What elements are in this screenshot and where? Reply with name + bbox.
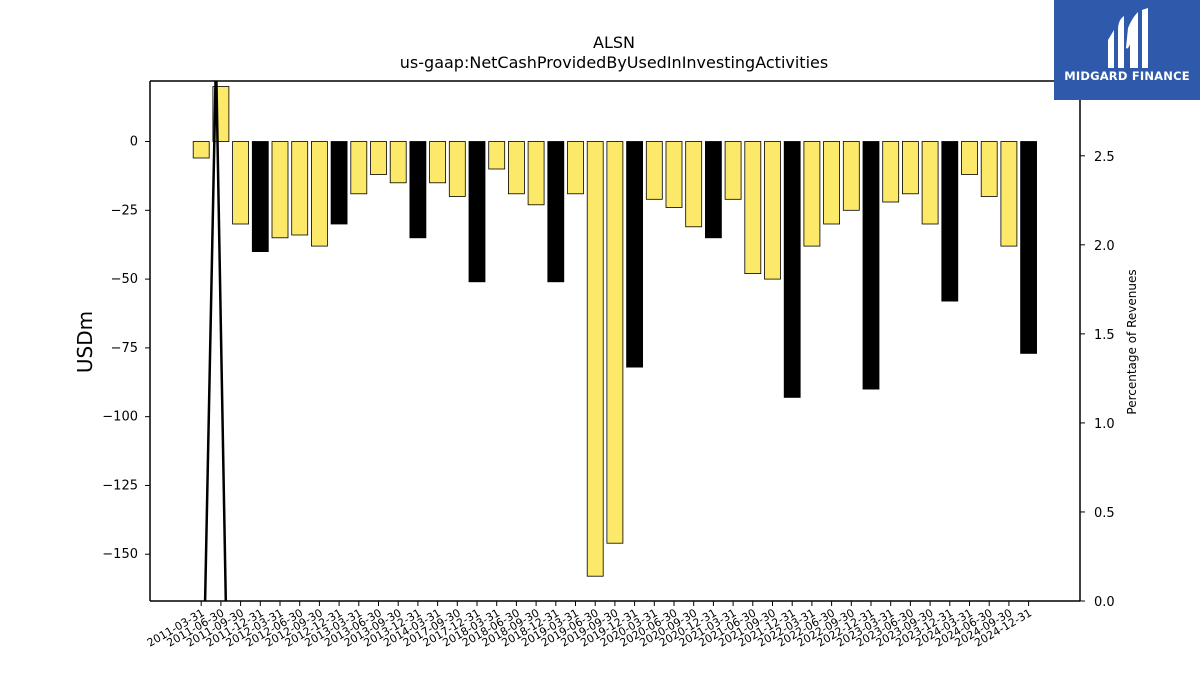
y-tick-label: −75 bbox=[111, 341, 138, 356]
midgard-logo-icon bbox=[1108, 8, 1148, 68]
y-tick-label: −150 bbox=[102, 547, 138, 562]
bar-2011-03-31 bbox=[192, 141, 210, 159]
bar-2013-03-31 bbox=[350, 141, 368, 195]
bar-2020-06-30 bbox=[665, 141, 683, 208]
bar-2023-06-30 bbox=[902, 141, 919, 195]
bar-2020-12-31 bbox=[705, 141, 722, 239]
bar-2013-06-30 bbox=[370, 141, 387, 175]
bar-2018-12-31 bbox=[547, 141, 565, 283]
bar-2011-09-30 bbox=[232, 141, 250, 225]
bar-2012-09-30 bbox=[310, 141, 328, 247]
axes: 0 −25 −50 −75 −100 −125 −150 0.0 0.5 1.0 1.5 2.0 2.5… bbox=[102, 80, 1115, 650]
bar-2023-03-31 bbox=[882, 141, 900, 203]
bar-2018-06-30 bbox=[507, 141, 525, 195]
bar-2023-09-30 bbox=[921, 141, 939, 225]
y2-tick-label: 2.5 bbox=[1094, 150, 1115, 165]
percentage-line bbox=[203, 81, 228, 601]
bar-2020-09-30 bbox=[685, 141, 703, 228]
bar-2018-03-31 bbox=[488, 141, 506, 170]
y2-axis-label: Percentage of Revenues bbox=[1125, 269, 1139, 414]
bar-2021-09-30 bbox=[764, 141, 781, 280]
y2-tick-label: 0.5 bbox=[1094, 506, 1115, 521]
midgard-finance-logo: MIDGARD FINANCE bbox=[1054, 0, 1200, 100]
bar-2012-12-31 bbox=[330, 141, 348, 225]
logo-text: MIDGARD FINANCE bbox=[1064, 69, 1190, 83]
bar-2024-06-30 bbox=[980, 141, 998, 197]
y-tick-label: −125 bbox=[102, 478, 138, 493]
bar-2011-12-31 bbox=[251, 141, 269, 252]
y2-tick-label: 0.0 bbox=[1094, 595, 1115, 610]
bars bbox=[192, 86, 1037, 577]
bar-2013-09-30 bbox=[389, 141, 407, 184]
y-tick-label: 0 bbox=[130, 135, 138, 150]
bar-2021-03-31 bbox=[724, 141, 742, 200]
bar-2022-12-31 bbox=[862, 141, 880, 390]
bar-2021-12-31 bbox=[783, 141, 801, 398]
bar-2017-09-30 bbox=[448, 141, 466, 197]
y-axis-label: USDm bbox=[73, 311, 97, 373]
bar-2019-03-31 bbox=[567, 141, 584, 195]
bar-2024-12-31 bbox=[1020, 141, 1037, 354]
y-tick-label: −50 bbox=[111, 272, 138, 287]
bar-2024-03-31 bbox=[961, 141, 978, 175]
bar-2021-06-30 bbox=[744, 141, 762, 275]
bar-2014-03-31 bbox=[429, 141, 447, 184]
y2-tick-label: 1.0 bbox=[1094, 417, 1115, 432]
bar-2020-03-31 bbox=[645, 141, 663, 200]
bar-2022-09-30 bbox=[842, 141, 860, 211]
bar-2023-12-31 bbox=[941, 141, 959, 302]
bar-2024-09-30 bbox=[1000, 141, 1018, 247]
bar-2013-12-31 bbox=[409, 141, 427, 239]
bar-2019-09-30 bbox=[606, 141, 624, 544]
bar-2019-12-31 bbox=[626, 141, 643, 368]
bar-2012-06-30 bbox=[291, 141, 309, 236]
bar-2017-12-31 bbox=[468, 141, 486, 283]
y-tick-label: −100 bbox=[102, 410, 138, 425]
bar-2019-06-30 bbox=[586, 141, 604, 577]
bar-2022-06-30 bbox=[823, 141, 840, 225]
chart-title: ALSN bbox=[593, 33, 635, 52]
percentage-series-line bbox=[203, 81, 228, 601]
y2-tick-label: 2.0 bbox=[1094, 239, 1115, 254]
y-tick-label: −25 bbox=[111, 203, 138, 218]
chart-subtitle: us-gaap:NetCashProvidedByUsedInInvesting… bbox=[400, 53, 828, 72]
bar-2012-03-31 bbox=[271, 141, 289, 239]
y2-tick-label: 1.5 bbox=[1094, 328, 1115, 343]
bar-2018-09-30 bbox=[527, 141, 545, 206]
bar-2022-03-31 bbox=[803, 141, 821, 247]
